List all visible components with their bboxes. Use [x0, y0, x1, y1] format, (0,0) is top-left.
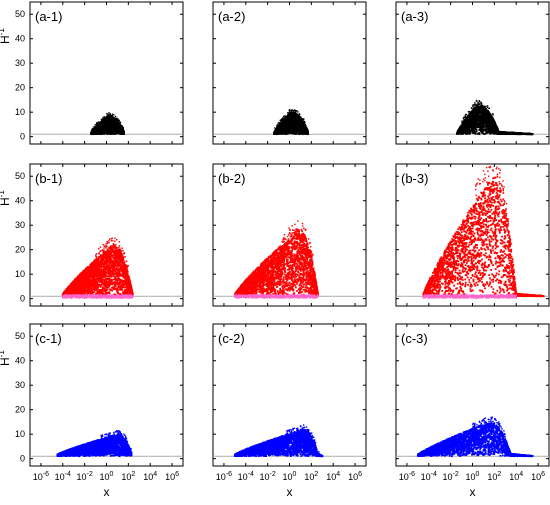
data-point: [113, 114, 114, 115]
y-tick-label: 30: [15, 58, 25, 68]
data-point: [109, 123, 111, 125]
data-point: [99, 122, 100, 123]
data-point: [112, 115, 113, 116]
data-point: [120, 132, 122, 134]
data-point: [115, 125, 117, 127]
data-point: [113, 118, 115, 120]
data-point: [99, 133, 101, 135]
data-point: [107, 127, 109, 129]
data-point: [108, 112, 109, 113]
data-point: [120, 128, 122, 130]
y-tick-label: 50: [15, 9, 25, 19]
data-point: [101, 120, 102, 121]
panel-label: (a-1): [35, 9, 62, 24]
data-point: [99, 125, 101, 127]
data-point: [117, 128, 119, 130]
data-point: [105, 118, 107, 120]
data-point: [105, 120, 107, 122]
data-point: [101, 128, 103, 130]
data-point: [112, 114, 113, 115]
data-point: [92, 129, 93, 130]
data-point: [97, 125, 98, 126]
data-point: [112, 126, 114, 128]
data-point: [112, 133, 114, 135]
y-tick-label: 40: [15, 34, 25, 44]
data-point: [93, 126, 94, 127]
panel-a-2: (a-2): [213, 2, 366, 144]
data-point: [104, 131, 106, 133]
data-point: [103, 117, 104, 118]
data-point: [102, 125, 104, 127]
data-point: [96, 127, 98, 129]
data-point: [97, 130, 99, 132]
data-point: [117, 119, 118, 120]
data-point: [115, 116, 116, 117]
data-point: [94, 128, 96, 130]
data-point: [101, 122, 103, 124]
data-point: [116, 132, 118, 134]
data-point: [107, 123, 109, 125]
data-point: [101, 119, 102, 120]
y-tick-label: 20: [15, 83, 25, 93]
data-point: [123, 131, 125, 133]
data-point: [109, 114, 110, 115]
data-point: [102, 117, 103, 118]
data-point: [121, 130, 123, 132]
data-point: [113, 129, 115, 131]
data-point: [119, 124, 121, 126]
data-point: [116, 121, 118, 123]
data-point: [121, 126, 122, 127]
data-point: [115, 122, 117, 124]
data-point: [106, 113, 107, 114]
y-tick-label: 0: [20, 132, 25, 142]
y-tick-label: 10: [15, 107, 25, 117]
data-point: [102, 130, 104, 132]
panel-a-1: (a-1) 0 10 20 30 40 50H-1: [0, 2, 183, 144]
y-axis-title: H-1: [0, 28, 12, 44]
data-point: [104, 127, 106, 129]
data-point: [120, 122, 121, 123]
data-point: [91, 132, 92, 133]
data-point: [110, 122, 112, 124]
data-point: [103, 119, 105, 121]
data-point: [107, 114, 108, 115]
data-point: [123, 127, 124, 128]
data-point: [108, 116, 110, 118]
data-point: [123, 130, 124, 131]
data-point: [117, 132, 119, 134]
data-point: [109, 130, 111, 132]
data-point: [99, 129, 101, 131]
data-point: [118, 119, 119, 120]
data-point: [290, 131, 292, 133]
data-point: [97, 122, 98, 123]
data-point: [111, 120, 113, 122]
data-point: [101, 132, 103, 134]
data-point: [94, 124, 95, 125]
data-point: [114, 131, 116, 133]
data-point: [104, 133, 106, 135]
